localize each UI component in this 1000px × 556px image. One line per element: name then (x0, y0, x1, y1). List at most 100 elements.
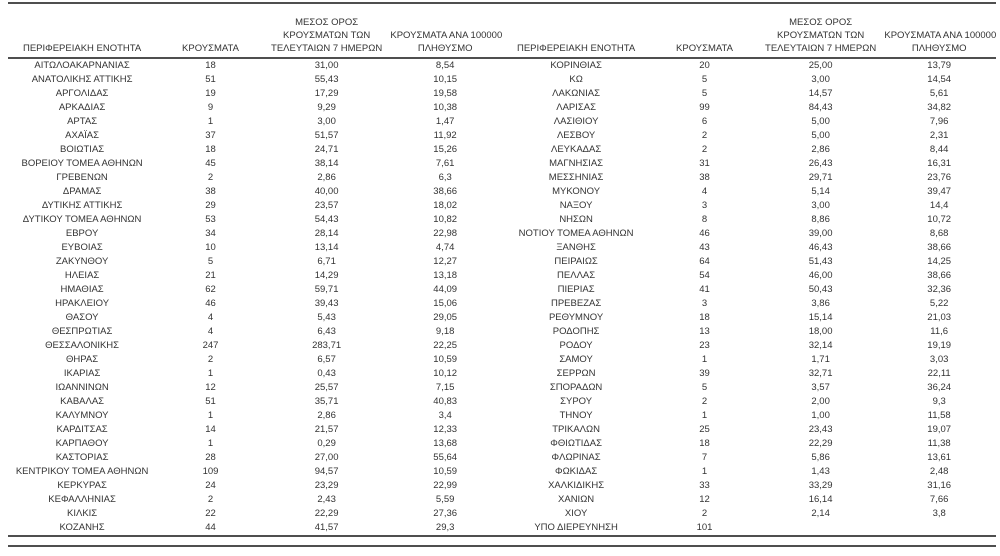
table-cell: 2 (701, 130, 708, 141)
table-cell: 6 (701, 116, 708, 127)
table-cell: ΗΜΑΘΙΑΣ (60, 284, 104, 295)
table-cell: ΔΡΑΜΑΣ (62, 186, 102, 197)
table-cell: 3 (701, 200, 708, 211)
table-cell: ΒΟΡΕΙΟΥ ΤΟΜΕΑ ΑΘΗΝΩΝ (21, 158, 143, 169)
table-cell: ΣΠΟΡΑΔΩΝ (549, 382, 603, 393)
table-cell: ΕΒΡΟΥ (65, 228, 99, 239)
table-cell: 109 (202, 466, 219, 477)
table-cell: 4 (701, 186, 708, 197)
table-row: ΠΕΛΛΑΣ 54 46,00 38,66 (502, 269, 996, 283)
table-cell: ΜΕΣΣΗΝΙΑΣ (548, 172, 604, 183)
table-cell: ΛΕΣΒΟΥ (556, 130, 596, 141)
table-row: ΠΕΙΡΑΙΩΣ 64 51,43 14,25 (502, 255, 996, 269)
table-row: ΦΘΙΩΤΙΔΑΣ 18 22,29 11,38 (502, 437, 996, 451)
table-row: ΗΛΕΙΑΣ 21 14,29 13,18 (8, 269, 502, 283)
cases-table-right: ΠΕΡΙΦΕΡΕΙΑΚΗ ΕΝΟΤΗΤΑ ΚΡΟΥΣΜΑΤΑ ΜΕΣΟΣ ΟΡΟ… (502, 10, 996, 537)
table-cell: 13,14 (314, 242, 339, 253)
table-cell: ΝΑΞΟΥ (559, 200, 593, 211)
table-cell: 23,43 (808, 424, 833, 435)
table-cell: 3,4 (438, 410, 452, 421)
table-cell: 11,58 (927, 410, 951, 421)
table-cell: 3,03 (929, 354, 949, 365)
table-cell: ΝΗΣΩΝ (559, 214, 593, 225)
table-row: ΙΩΑΝΝΙΝΩΝ 12 25,57 7,15 (8, 381, 502, 395)
table-cell: ΙΚΑΡΙΑΣ (63, 368, 101, 379)
table-cell: 2,00 (811, 396, 830, 407)
table-cell: 13,68 (433, 438, 458, 449)
table-cell: 1,00 (811, 410, 830, 421)
table-cell: ΛΑΣΙΘΙΟΥ (553, 116, 599, 127)
table-cell: ΙΩΑΝΝΙΝΩΝ (55, 382, 109, 393)
table-row: ΝΗΣΩΝ 8 8,86 10,72 (502, 213, 996, 227)
table-cell: 19,58 (433, 88, 458, 99)
table-row: ΤΗΝΟΥ 1 1,00 11,58 (502, 409, 996, 423)
column-header-per100k: ΚΡΟΥΣΜΑΤΑ ΑΝΑ 100000 ΠΛΗΘΥΣΜΟ (882, 10, 996, 59)
table-cell: 23,29 (314, 480, 339, 491)
table-cell: 5,59 (435, 494, 455, 505)
table-cell: 5 (207, 256, 214, 267)
table-cell: ΘΑΣΟΥ (65, 312, 99, 323)
table-cell: 6,57 (317, 354, 336, 365)
table-cell: 29,05 (433, 312, 458, 323)
table-row: ΑΝΑΤΟΛΙΚΗΣ ΑΤΤΙΚΗΣ 51 55,43 10,15 (8, 73, 502, 87)
table-cell: ΤΡΙΚΑΛΩΝ (552, 424, 600, 435)
table-cell: ΚΑΛΥΜΝΟΥ (55, 410, 109, 421)
table-cell: 36,24 (927, 382, 952, 393)
table-cell: 0,43 (317, 368, 336, 379)
table-row: ΚΕΡΚΥΡΑΣ 24 23,29 22,99 (8, 479, 502, 493)
table-cell: 10,59 (433, 354, 458, 365)
table-cell: 21 (205, 270, 216, 281)
table-row: ΚΑΣΤΟΡΙΑΣ 28 27,00 55,64 (8, 451, 502, 465)
table-cell: 3,00 (811, 200, 830, 211)
table-cell: 10 (205, 242, 216, 253)
table-row: ΛΕΥΚΑΔΑΣ 2 2,86 8,44 (502, 143, 996, 157)
table-header-left: ΠΕΡΙΦΕΡΕΙΑΚΗ ΕΝΟΤΗΤΑ ΚΡΟΥΣΜΑΤΑ ΜΕΣΟΣ ΟΡΟ… (8, 10, 502, 59)
table-cell: 51 (205, 74, 216, 85)
table-cell: 2,31 (929, 130, 949, 141)
table-cell: ΚΙΛΚΙΣ (67, 508, 98, 519)
table-cell: 44,09 (433, 284, 458, 295)
table-cell: 12,27 (433, 256, 458, 267)
table-cell: 1 (701, 354, 708, 365)
table-cell: 41,57 (264, 521, 389, 537)
table-cell: 1 (207, 410, 214, 421)
table-cell: 1 (207, 368, 214, 379)
table-cell: 38,66 (433, 186, 458, 197)
table-cell: 22,11 (927, 368, 951, 379)
table-cell: 22,98 (433, 228, 458, 239)
table-cell: 5,00 (811, 130, 830, 141)
table-cell: 39 (699, 368, 710, 379)
table-row: ΚΙΛΚΙΣ 22 22,29 27,36 (8, 507, 502, 521)
table-cell: 2,86 (811, 144, 830, 155)
table-cell: 18 (699, 312, 710, 323)
table-row: ΑΧΑΪΑΣ 37 51,57 11,92 (8, 129, 502, 143)
table-row: ΠΡΕΒΕΖΑΣ 3 3,86 5,22 (502, 297, 996, 311)
table-cell: 29 (205, 200, 216, 211)
table-cell: 5,14 (811, 186, 830, 197)
table-cell: 8,68 (929, 228, 949, 239)
table-cell: 13,61 (927, 452, 952, 463)
table-cell: 38,66 (927, 270, 952, 281)
table-cell (882, 521, 996, 537)
table-cell: 4 (207, 312, 214, 323)
table-cell: 10,15 (433, 74, 458, 85)
table-cell: 2,86 (317, 172, 336, 183)
top-horizontal-rule (8, 2, 996, 4)
table-cell: 59,71 (314, 284, 339, 295)
table-row: ΡΟΔΟΠΗΣ 13 18,00 11,6 (502, 325, 996, 339)
table-cell: 10,72 (927, 214, 952, 225)
table-cell: 14,29 (314, 270, 339, 281)
table-row: ΣΠΟΡΑΔΩΝ 5 3,57 36,24 (502, 381, 996, 395)
table-row: ΗΜΑΘΙΑΣ 62 59,71 44,09 (8, 283, 502, 297)
table-cell: ΡΟΔΟΥ (559, 340, 593, 351)
table-cell: 40,83 (433, 396, 458, 407)
table-cell: 10,12 (433, 368, 458, 379)
table-cell: 3,86 (811, 298, 830, 309)
table-cell: ΘΗΡΑΣ (66, 354, 99, 365)
table-cell: 4,74 (435, 242, 455, 253)
table-cell: 1 (701, 466, 708, 477)
table-cell: 18 (205, 144, 216, 155)
table-cell: 51,57 (314, 130, 339, 141)
column-header-cases: ΚΡΟΥΣΜΑΤΑ (650, 10, 759, 59)
